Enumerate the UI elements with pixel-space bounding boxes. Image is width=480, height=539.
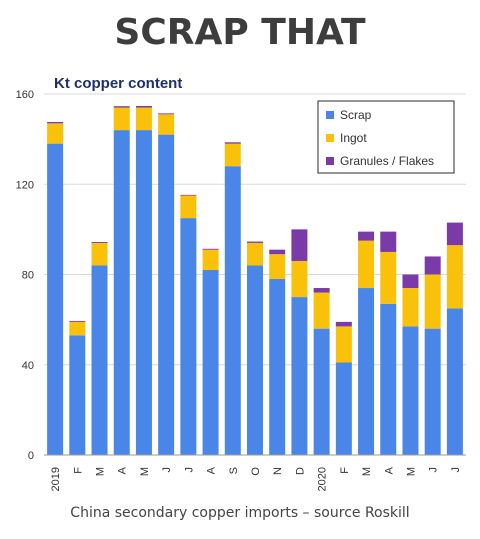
bar-segment xyxy=(335,326,352,363)
bar-segment xyxy=(291,297,308,455)
bar-segment xyxy=(224,143,241,167)
x-tick-label: A xyxy=(206,466,218,474)
x-tick-label: M xyxy=(405,467,417,476)
x-tick-label: A xyxy=(383,466,395,474)
bar-segment xyxy=(158,114,175,135)
bar-segment xyxy=(358,231,375,241)
bar-segment xyxy=(402,326,419,455)
bar-segment xyxy=(69,320,86,322)
bar-segment xyxy=(335,362,352,455)
x-tick-label: M xyxy=(95,467,107,476)
bar-segment xyxy=(113,107,130,131)
bar-segment xyxy=(91,242,108,266)
legend-swatch xyxy=(326,134,334,142)
bar-segment xyxy=(113,106,130,108)
y-tick-labels: 0 40 80 120 160 xyxy=(16,89,34,462)
y-tick-label: 40 xyxy=(22,360,34,372)
x-tick-label: 2020 xyxy=(317,467,329,491)
bar-segment xyxy=(202,249,219,270)
bar-segment xyxy=(224,166,241,455)
bar-segment xyxy=(335,321,352,327)
bar-segment xyxy=(380,231,397,252)
x-tick-label: O xyxy=(250,467,262,476)
bar-segment xyxy=(269,249,286,255)
bar-segment xyxy=(446,222,463,246)
y-tick-label: 120 xyxy=(16,179,34,191)
bar-segment xyxy=(247,242,263,266)
chart-caption: China secondary copper imports – source … xyxy=(70,505,410,521)
x-tick-label: M xyxy=(361,467,373,476)
y-tick-label: 160 xyxy=(16,89,34,101)
bar-segment xyxy=(47,121,64,124)
bar-segment xyxy=(158,134,175,456)
bar-segment xyxy=(446,308,463,455)
bar-segment xyxy=(402,288,419,327)
bar-segment xyxy=(69,335,86,455)
bar-segment xyxy=(247,241,263,243)
bar-segment xyxy=(224,142,241,144)
x-tick-label: A xyxy=(117,466,129,474)
bar-segment xyxy=(135,105,152,108)
bar-segment xyxy=(91,242,108,243)
bar-segment xyxy=(313,328,330,455)
x-tick-label: 2019 xyxy=(50,467,62,491)
x-tick-label: J xyxy=(428,467,440,473)
bar-segment xyxy=(202,269,219,455)
bar-segment xyxy=(180,218,197,455)
chart-title: SCRAP THAT xyxy=(114,12,366,53)
x-tick-label: F xyxy=(72,467,84,474)
x-tick-label: N xyxy=(272,467,284,475)
bar-segment xyxy=(180,194,197,196)
bar-segment xyxy=(91,265,108,455)
legend-swatch xyxy=(326,111,334,119)
bar-segment xyxy=(135,130,152,455)
bar-segment xyxy=(180,195,197,219)
bar-segment xyxy=(291,229,308,261)
bar-segment xyxy=(158,113,175,115)
y-tick-label: 80 xyxy=(22,270,34,282)
bar-segment xyxy=(424,274,441,329)
bar-segment xyxy=(313,292,330,329)
bar-segment xyxy=(380,303,397,455)
x-tick-label: D xyxy=(294,467,306,475)
bar-segment xyxy=(135,107,152,131)
bar-segment xyxy=(358,240,375,289)
bar-segment xyxy=(269,279,286,455)
legend-entry: Granules / Flakes xyxy=(340,154,434,168)
bar-segment xyxy=(380,251,397,304)
bar-segment xyxy=(358,288,375,455)
bar-segment xyxy=(313,288,330,293)
bar-segment xyxy=(47,143,64,455)
bar-segment xyxy=(69,321,86,336)
bar-segment xyxy=(402,274,419,289)
legend: Scrap Ingot Granules / Flakes xyxy=(317,100,455,174)
bar-segment xyxy=(446,245,463,309)
x-tick-label: S xyxy=(228,467,240,474)
bars xyxy=(47,105,463,456)
bar-segment xyxy=(291,260,308,298)
x-tick-labels: 2019 F M A M J J A S O N D 2020 F M A M J J xyxy=(50,466,462,491)
bar-segment xyxy=(424,328,441,455)
legend-entry: Scrap xyxy=(340,108,372,122)
y-axis-label: Kt copper content xyxy=(54,75,182,92)
legend-entry: Ingot xyxy=(340,131,367,145)
y-tick-label: 0 xyxy=(28,450,34,462)
bar-segment xyxy=(113,130,130,455)
x-tick-label: J xyxy=(450,467,462,473)
bar-segment xyxy=(424,256,441,275)
x-tick-label: F xyxy=(339,467,351,474)
bar-segment xyxy=(247,265,263,455)
x-tick-label: M xyxy=(139,467,151,476)
x-tick-label: J xyxy=(161,467,173,473)
bar-segment xyxy=(47,123,64,144)
legend-box xyxy=(317,100,455,174)
bar-segment xyxy=(202,248,219,250)
x-tick-label: J xyxy=(183,467,195,473)
legend-swatch xyxy=(326,157,334,165)
bar-segment xyxy=(269,254,286,280)
